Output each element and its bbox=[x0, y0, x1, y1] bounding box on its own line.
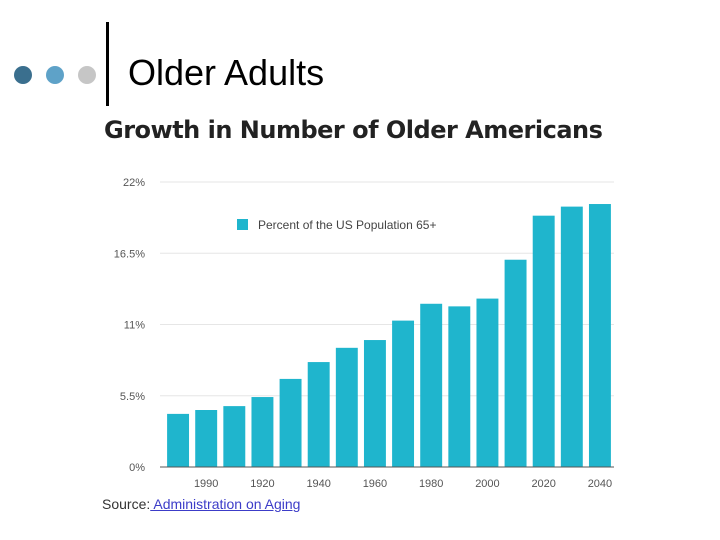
x-tick-label: 2000 bbox=[475, 478, 499, 490]
y-tick-label: 0% bbox=[129, 462, 145, 474]
bar bbox=[363, 340, 386, 467]
bar bbox=[223, 406, 246, 467]
bar bbox=[392, 320, 415, 467]
y-tick-label: 22% bbox=[123, 177, 145, 189]
bar bbox=[279, 378, 302, 467]
legend-label: Percent of the US Population 65+ bbox=[258, 218, 436, 232]
bar bbox=[560, 206, 583, 467]
bar bbox=[476, 298, 499, 467]
title-divider bbox=[106, 22, 109, 106]
bar bbox=[335, 347, 358, 467]
x-tick-label: 2020 bbox=[531, 478, 555, 490]
x-tick-label: 1940 bbox=[306, 478, 330, 490]
bar bbox=[251, 397, 274, 467]
slide-bullet-dots bbox=[14, 66, 98, 86]
x-tick-label: 1990 bbox=[194, 478, 218, 490]
bar bbox=[588, 204, 611, 468]
y-tick-label: 5.5% bbox=[120, 391, 145, 403]
bar bbox=[420, 303, 443, 467]
bar bbox=[307, 362, 330, 467]
source-label: Source: bbox=[102, 496, 151, 512]
bar bbox=[532, 215, 555, 467]
x-tick-label: 1980 bbox=[419, 478, 443, 490]
x-tick-label: 2040 bbox=[588, 478, 612, 490]
source-line: Source: Administration on Aging bbox=[102, 496, 300, 512]
bar bbox=[195, 410, 218, 467]
bullet-dot-dark bbox=[14, 66, 32, 84]
bar bbox=[504, 259, 527, 467]
slide-title: Older Adults bbox=[128, 52, 325, 93]
chart-title: Growth in Number of Older Americans bbox=[104, 116, 603, 144]
x-tick-label: 1960 bbox=[363, 478, 387, 490]
source-link[interactable]: Administration on Aging bbox=[150, 496, 301, 512]
bar bbox=[167, 413, 190, 467]
legend-swatch bbox=[237, 219, 248, 230]
y-tick-label: 11% bbox=[124, 320, 145, 332]
bullet-dot-medium bbox=[46, 66, 64, 84]
x-tick-label: 1920 bbox=[250, 478, 274, 490]
bar bbox=[448, 306, 471, 467]
y-tick-label: 16.5% bbox=[114, 248, 145, 260]
bullet-dot-light bbox=[78, 66, 96, 84]
